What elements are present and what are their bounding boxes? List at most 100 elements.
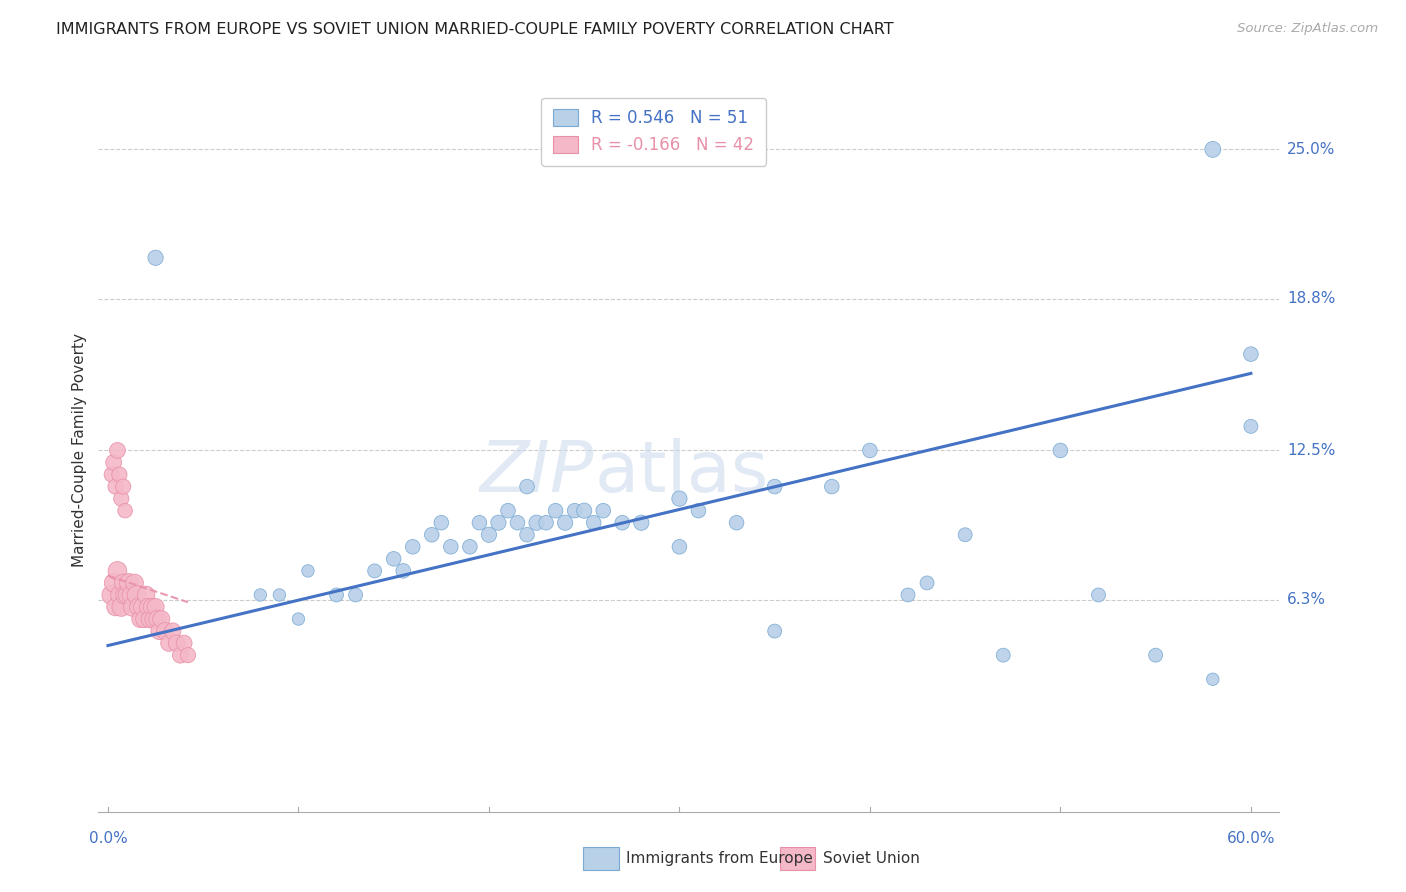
Point — [325, 588, 347, 602]
Point — [516, 480, 538, 494]
Point — [763, 480, 786, 494]
Point — [821, 480, 844, 494]
Point — [582, 516, 605, 530]
Point — [110, 491, 132, 506]
Point — [1240, 347, 1263, 361]
Point — [107, 564, 129, 578]
Point — [612, 516, 634, 530]
Point — [763, 624, 786, 639]
Point — [118, 576, 141, 591]
Point — [420, 528, 443, 542]
Text: 0.0%: 0.0% — [89, 831, 128, 846]
Point — [534, 516, 557, 530]
Point — [468, 516, 491, 530]
Point — [488, 516, 510, 530]
Point — [136, 600, 159, 615]
Point — [544, 503, 567, 517]
Point — [688, 503, 710, 517]
Point — [100, 467, 122, 482]
Point — [108, 467, 131, 482]
Point — [458, 540, 481, 554]
Text: 18.8%: 18.8% — [1286, 291, 1336, 306]
Point — [131, 600, 153, 615]
Point — [526, 516, 548, 530]
Point — [953, 528, 976, 542]
Point — [103, 576, 125, 591]
Text: 12.5%: 12.5% — [1286, 443, 1336, 458]
Point — [124, 576, 146, 591]
Point — [139, 612, 162, 626]
Point — [150, 612, 173, 626]
Point — [100, 588, 122, 602]
Point — [135, 588, 157, 602]
Point — [668, 491, 690, 506]
Point — [668, 540, 690, 554]
Point — [110, 600, 132, 615]
Point — [173, 636, 195, 650]
Point — [392, 564, 415, 578]
Legend: R = 0.546   N = 51, R = -0.166   N = 42: R = 0.546 N = 51, R = -0.166 N = 42 — [541, 97, 766, 166]
Point — [1087, 588, 1109, 602]
Point — [107, 443, 129, 458]
Point — [145, 600, 167, 615]
Point — [430, 516, 453, 530]
Point — [114, 503, 136, 517]
Point — [564, 503, 586, 517]
Point — [402, 540, 425, 554]
Point — [506, 516, 529, 530]
Point — [146, 612, 169, 626]
Point — [1202, 673, 1225, 687]
Point — [516, 528, 538, 542]
Point — [166, 636, 188, 650]
Point — [114, 588, 136, 602]
Point — [440, 540, 463, 554]
Point — [129, 612, 152, 626]
Point — [993, 648, 1015, 662]
Point — [478, 528, 501, 542]
Point — [145, 251, 167, 265]
Point — [112, 480, 135, 494]
Point — [108, 588, 131, 602]
Point — [142, 612, 165, 626]
Point — [112, 576, 135, 591]
Point — [592, 503, 614, 517]
Point — [297, 564, 319, 578]
Text: Immigrants from Europe: Immigrants from Europe — [626, 852, 813, 866]
Point — [141, 600, 163, 615]
Point — [630, 516, 652, 530]
Point — [859, 443, 882, 458]
Point — [1049, 443, 1071, 458]
Point — [177, 648, 200, 662]
Point — [344, 588, 367, 602]
Text: 6.3%: 6.3% — [1286, 592, 1326, 607]
Text: 25.0%: 25.0% — [1286, 142, 1336, 157]
Point — [1144, 648, 1167, 662]
Point — [127, 600, 149, 615]
Point — [169, 648, 191, 662]
Point — [554, 516, 576, 530]
Point — [1240, 419, 1263, 434]
Text: atlas: atlas — [595, 438, 769, 507]
Point — [269, 588, 291, 602]
Point — [287, 612, 309, 626]
Point — [162, 624, 184, 639]
Point — [382, 551, 405, 566]
Point — [125, 588, 148, 602]
Point — [104, 480, 127, 494]
Point — [725, 516, 748, 530]
Point — [115, 588, 138, 602]
Point — [363, 564, 385, 578]
Text: 60.0%: 60.0% — [1226, 831, 1275, 846]
Point — [1202, 142, 1225, 157]
Point — [153, 624, 176, 639]
Y-axis label: Married-Couple Family Poverty: Married-Couple Family Poverty — [72, 334, 87, 567]
Point — [148, 624, 170, 639]
Point — [134, 612, 156, 626]
Point — [572, 503, 595, 517]
Point — [104, 600, 127, 615]
Point — [496, 503, 519, 517]
Text: IMMIGRANTS FROM EUROPE VS SOVIET UNION MARRIED-COUPLE FAMILY POVERTY CORRELATION: IMMIGRANTS FROM EUROPE VS SOVIET UNION M… — [56, 22, 894, 37]
Point — [120, 588, 142, 602]
Point — [103, 456, 125, 470]
Point — [121, 600, 143, 615]
